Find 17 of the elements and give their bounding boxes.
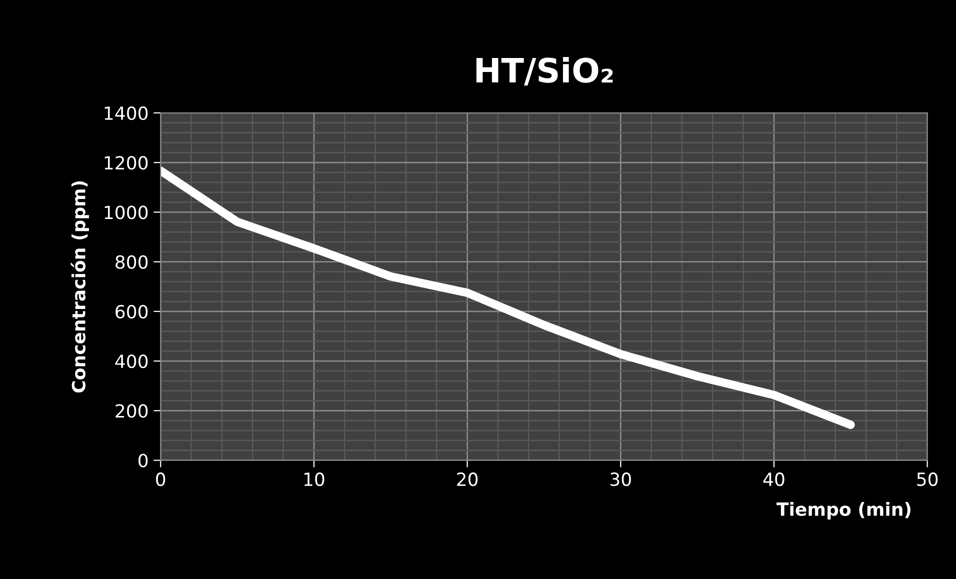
x-tick-label: 50 (917, 472, 938, 486)
y-tick-label: 1200 (104, 156, 148, 170)
y-tick-label: 200 (116, 404, 148, 418)
y-tick-label: 400 (115, 354, 148, 368)
y-tick-label: 0 (138, 454, 148, 468)
x-tick-label: 30 (610, 472, 631, 486)
y-tick-label: 1000 (104, 206, 148, 220)
x-tick-label: 10 (304, 472, 324, 486)
y-tick-label: 1400 (104, 106, 148, 120)
x-tick-label: 40 (763, 472, 784, 486)
chart-title: HT/SiO₂ (476, 57, 613, 86)
x-axis-title: Tiempo (min) (776, 502, 910, 520)
x-tick-label: 20 (457, 472, 478, 486)
y-axis-title: Concentración (ppm) (70, 181, 89, 393)
y-tick-label: 800 (116, 255, 148, 269)
y-tick-label: 600 (116, 304, 148, 319)
x-tick-label: 0 (156, 472, 166, 486)
